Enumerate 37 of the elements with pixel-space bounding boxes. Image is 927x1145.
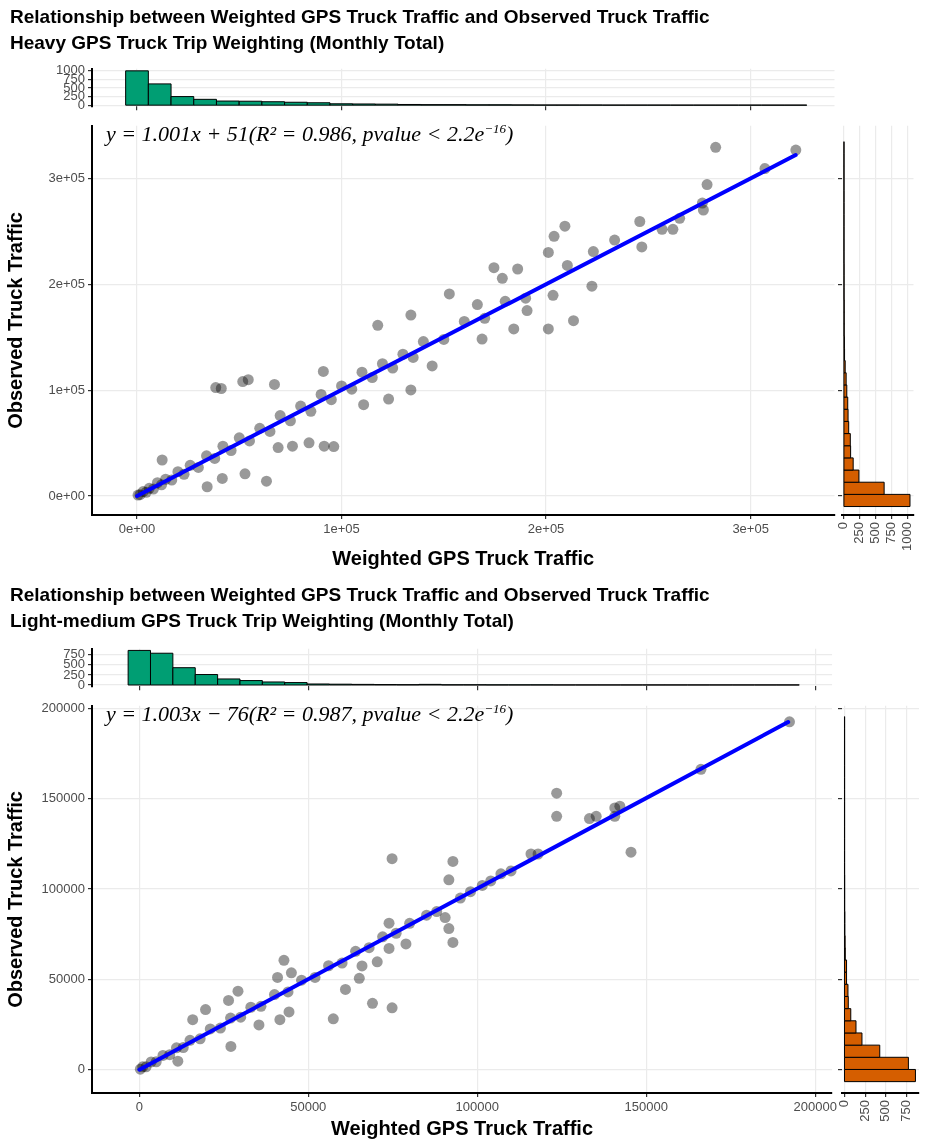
y-tick-label: 0: [77, 1061, 85, 1077]
x-tick-label: 100000: [455, 1099, 499, 1115]
x-tick-label: 750: [883, 522, 899, 544]
annotation: y = 1.003x − 76(R² = 0.987, pvalue < 2.2e$^{−16}$): [106, 701, 514, 728]
y-tick-label: 50000: [48, 970, 85, 986]
x-tick-label: 1e+05: [323, 521, 360, 537]
chart-subtitle: Heavy GPS Truck Trip Weighting (Monthly Total): [10, 32, 445, 54]
x-tick-label: 0e+00: [118, 521, 156, 537]
x-tick-label: 0: [135, 1099, 143, 1115]
y-tick-label: 150000: [41, 790, 85, 806]
y-axis-title: Observed Truck Traffic: [3, 791, 26, 1008]
x-tick-label: 250: [851, 522, 867, 544]
y-tick-label: 1e+05: [48, 381, 85, 397]
x-tick-label: 250: [856, 1100, 872, 1122]
x-tick-label: 500: [877, 1100, 893, 1122]
x-axis-title: Weighted GPS Truck Traffic: [332, 546, 595, 569]
x-tick-label: 0: [836, 1100, 852, 1108]
y-tick-label: 100000: [41, 880, 85, 896]
x-tick-label: 0: [835, 522, 851, 530]
y-tick-label: 0e+00: [48, 487, 85, 503]
chart-title: Relationship between Weighted GPS Truck Traffic and Observed Truck Traffic: [10, 584, 710, 606]
annotation: y = 1.001x + 51(R² = 0.986, pvalue < 2.2e$^{−16}$): [106, 121, 514, 148]
y-tick-label: 2e+05: [48, 276, 85, 292]
x-tick-label: 3e+05: [732, 521, 769, 537]
x-tick-label: 500: [867, 522, 883, 544]
x-tick-label: 200000: [793, 1099, 837, 1115]
chart-subtitle: Light-medium GPS Truck Trip Weighting (Monthly Total): [10, 610, 514, 632]
x-tick-label: 50000: [290, 1099, 327, 1115]
x-tick-label: 150000: [624, 1099, 668, 1115]
x-tick-label: 1000: [899, 522, 915, 551]
y-tick-label: 200000: [41, 700, 85, 716]
x-tick-label: 750: [898, 1100, 914, 1122]
chart-title: Relationship between Weighted GPS Truck Traffic and Observed Truck Traffic: [10, 6, 710, 28]
x-tick-label: 2e+05: [527, 521, 565, 537]
y-tick-label: 3e+05: [48, 170, 85, 186]
y-axis-title: Observed Truck Traffic: [3, 212, 26, 429]
x-axis-title: Weighted GPS Truck Traffic: [331, 1116, 593, 1139]
